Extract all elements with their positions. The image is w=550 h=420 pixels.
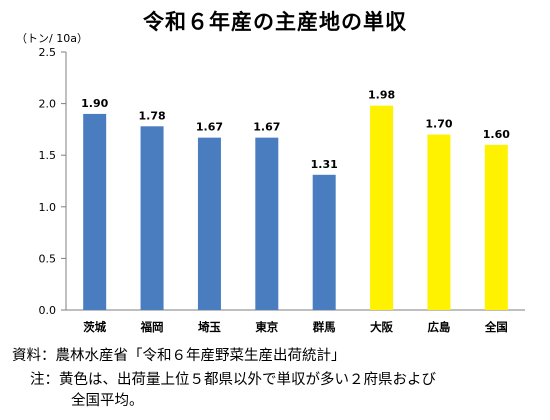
bar [370, 105, 394, 310]
x-tick-label: 東京 [255, 320, 278, 334]
y-tick-label: 1.0 [39, 201, 57, 214]
bar-value-label: 1.67 [253, 121, 280, 134]
bar [83, 113, 107, 310]
bar [140, 126, 164, 310]
y-tick-label: 0.0 [39, 304, 57, 317]
bar-value-label: 1.78 [138, 109, 165, 122]
y-tick-label: 2.0 [39, 98, 57, 111]
bar-value-label: 1.67 [196, 121, 223, 134]
x-tick-label: 全国 [484, 320, 508, 334]
x-tick-label: 茨城 [83, 320, 106, 334]
bar [312, 174, 336, 310]
bar [427, 134, 451, 310]
footnote-line-2: 全国平均。 [71, 393, 144, 409]
x-tick-label: 大阪 [370, 320, 393, 334]
bar [484, 144, 508, 310]
x-tick-label: 広島 [427, 320, 450, 334]
chart-title: 令和６年産の主産地の単収 [143, 10, 407, 34]
bar [197, 137, 221, 310]
bar-value-label: 1.60 [483, 128, 510, 141]
x-tick-label: 福岡 [140, 320, 164, 334]
footnote-line-1: 注：黄色は、出荷量上位５都県以外で単収が多い２府県および [30, 372, 436, 388]
y-tick-label: 0.5 [39, 252, 57, 265]
bar-value-label: 1.31 [311, 158, 338, 171]
y-axis-label: （トン/ 10a） [16, 32, 88, 45]
y-tick-label: 1.5 [39, 149, 57, 162]
x-tick-label: 群馬 [312, 320, 336, 334]
y-tick-label: 2.5 [39, 46, 57, 59]
bar-value-label: 1.98 [368, 89, 395, 102]
bar [255, 137, 279, 310]
x-tick-label: 埼玉 [198, 320, 221, 334]
source-note: 資料：農林水産省「令和６年産野菜生産出荷統計」 [12, 348, 346, 364]
bar-value-label: 1.70 [425, 118, 452, 131]
bar-chart: （トン/ 10a） 0.0 0.5 1.0 1.5 2.0 2.5 1.90 茨城 1.78 福岡 1… [16, 32, 525, 334]
bar-value-label: 1.90 [81, 97, 108, 110]
